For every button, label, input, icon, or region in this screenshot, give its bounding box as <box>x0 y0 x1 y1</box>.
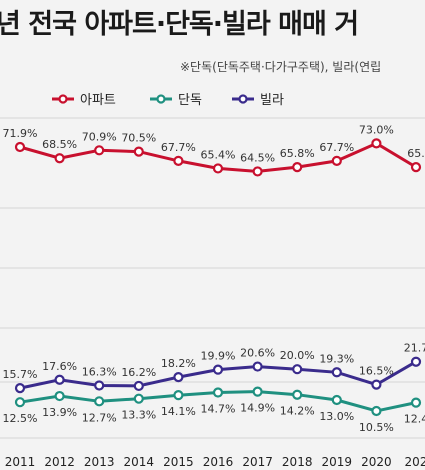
data-label-0-8: 67.7% <box>319 141 354 154</box>
data-label-2-4: 18.2% <box>161 357 196 370</box>
data-label-2-10: 21.7 <box>404 342 425 355</box>
x-tick-5: 2016 <box>203 455 234 469</box>
point-2-7 <box>292 364 303 375</box>
point-1-10 <box>410 397 422 408</box>
x-tick-6: 2017 <box>242 455 273 469</box>
point-2-4 <box>173 372 184 383</box>
legend-label-2: 빌라 <box>260 93 284 108</box>
x-tick-9: 2020 <box>361 455 392 469</box>
point-1-0 <box>14 397 26 408</box>
data-label-0-4: 67.7% <box>161 141 196 154</box>
data-label-2-0: 15.7% <box>3 368 38 381</box>
point-0-9 <box>371 138 382 149</box>
point-1-1 <box>54 390 65 402</box>
point-0-0 <box>14 141 26 153</box>
data-label-1-6: 14.9% <box>240 402 275 415</box>
point-2-0 <box>14 383 26 394</box>
point-0-6 <box>252 166 263 177</box>
x-tick-2: 2013 <box>84 455 115 469</box>
x-tick-1: 2012 <box>44 455 75 469</box>
chart-note: ※단독(단독주택·다가구주택), 빌라(연립 <box>180 60 382 74</box>
data-label-2-6: 20.6% <box>240 347 275 360</box>
data-label-1-4: 14.1% <box>161 405 196 418</box>
x-tick-4: 2015 <box>163 455 194 469</box>
point-0-10 <box>410 162 422 173</box>
point-1-9 <box>371 405 382 417</box>
data-label-0-6: 64.5% <box>240 151 275 164</box>
point-2-1 <box>54 374 65 385</box>
data-label-1-7: 14.2% <box>280 405 315 418</box>
data-label-1-3: 13.3% <box>121 409 156 422</box>
data-label-1-0: 12.5% <box>3 412 38 425</box>
data-label-0-1: 68.5% <box>42 138 77 151</box>
point-0-2 <box>94 145 105 156</box>
point-1-7 <box>292 389 303 400</box>
data-label-0-7: 65.8% <box>280 147 315 160</box>
data-label-2-2: 16.3% <box>82 365 117 378</box>
point-2-6 <box>252 361 263 372</box>
point-0-1 <box>54 153 65 164</box>
point-0-7 <box>292 162 303 173</box>
data-label-0-3: 70.5% <box>121 132 156 145</box>
point-2-9 <box>371 379 382 390</box>
point-2-2 <box>94 380 105 391</box>
point-1-8 <box>331 394 342 406</box>
data-label-0-5: 65.4% <box>201 148 236 161</box>
x-tick-3: 2014 <box>124 455 155 469</box>
x-tick-0: 2011 <box>5 455 36 469</box>
data-label-1-8: 13.0% <box>319 410 354 423</box>
point-2-10 <box>410 356 422 367</box>
legend-marker-1 <box>156 94 166 104</box>
data-label-1-1: 13.9% <box>42 406 77 419</box>
data-label-0-10: 65. <box>407 147 425 160</box>
legend-label-0: 아파트 <box>80 93 116 108</box>
data-label-2-8: 19.3% <box>319 352 354 365</box>
data-label-0-0: 71.9% <box>3 127 38 140</box>
legend-marker-0 <box>58 94 68 104</box>
point-2-8 <box>331 367 342 378</box>
point-1-6 <box>252 386 263 397</box>
x-tick-8: 2019 <box>322 455 353 469</box>
data-label-2-5: 19.9% <box>201 350 236 363</box>
data-label-2-7: 20.0% <box>280 349 315 362</box>
data-label-0-2: 70.9% <box>82 130 117 143</box>
x-tick-7: 2018 <box>282 455 313 469</box>
legend-marker-2 <box>238 94 248 104</box>
chart-title: 년 전국 아파트·단독·빌라 매매 거 <box>0 9 359 40</box>
point-0-8 <box>331 155 342 166</box>
point-1-4 <box>173 390 184 401</box>
data-label-0-9: 73.0% <box>359 123 394 136</box>
point-1-3 <box>133 393 144 404</box>
point-1-2 <box>94 396 105 407</box>
point-1-5 <box>212 387 224 398</box>
data-label-2-9: 16.5% <box>359 365 394 378</box>
x-tick-10: 202 <box>405 455 425 469</box>
data-label-1-2: 12.7% <box>82 411 117 424</box>
point-2-3 <box>133 380 144 392</box>
point-0-4 <box>173 155 184 166</box>
point-0-5 <box>212 163 224 174</box>
data-label-2-1: 17.6% <box>42 360 77 373</box>
point-2-5 <box>212 364 224 375</box>
data-label-1-5: 14.7% <box>201 403 236 416</box>
data-label-1-9: 10.5% <box>359 421 394 434</box>
data-label-1-10: 12.4 <box>404 413 425 426</box>
data-label-2-3: 16.2% <box>121 366 156 379</box>
legend-label-1: 단독 <box>178 93 202 108</box>
point-0-3 <box>133 146 144 157</box>
